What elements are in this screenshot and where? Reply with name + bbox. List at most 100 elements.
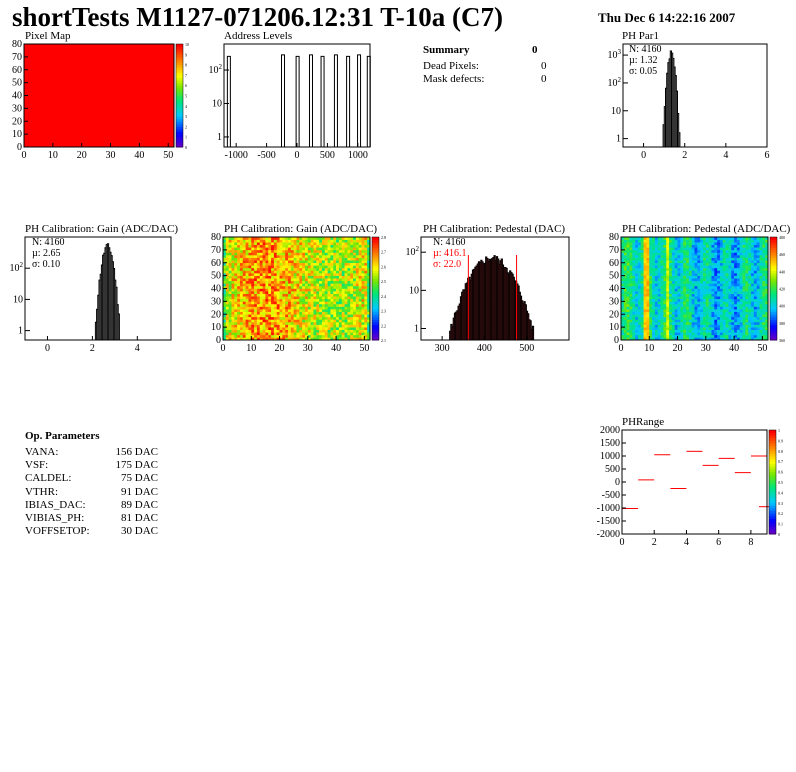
heatmap-cell bbox=[237, 291, 241, 294]
heatmap-cell bbox=[666, 329, 670, 333]
heatmap-cell bbox=[347, 255, 351, 258]
heatmap-cell bbox=[643, 255, 647, 258]
heatmap-cell bbox=[708, 301, 712, 305]
heatmap-cell bbox=[702, 244, 707, 248]
heatmap-cell bbox=[353, 309, 357, 312]
heatmap-cell bbox=[643, 334, 647, 338]
heatmap-cell bbox=[262, 255, 266, 258]
heatmap-cell bbox=[254, 332, 258, 336]
heatmap-cell bbox=[276, 283, 280, 287]
heatmap-cell bbox=[358, 301, 362, 305]
heatmap-cell bbox=[621, 237, 625, 240]
heatmap-cell bbox=[285, 288, 289, 292]
heatmap-cell bbox=[629, 242, 633, 246]
heatmap-cell bbox=[694, 280, 698, 284]
heatmap-cell bbox=[268, 324, 272, 328]
heatmap-cell bbox=[637, 262, 642, 266]
heatmap-cell bbox=[649, 270, 653, 274]
heatmap-cell bbox=[751, 327, 755, 330]
palette-label: 0.6 bbox=[778, 470, 783, 475]
heatmap-cell bbox=[666, 249, 670, 253]
heatmap-cell bbox=[700, 262, 704, 266]
heatmap-cell bbox=[688, 298, 692, 302]
palette-band bbox=[176, 44, 183, 48]
heatmap-cell bbox=[697, 283, 701, 287]
heatmap-cell bbox=[663, 249, 667, 253]
heatmap-cell bbox=[223, 316, 227, 320]
palette-band bbox=[770, 293, 777, 297]
heatmap-cell bbox=[753, 319, 757, 323]
heatmap-cell bbox=[652, 334, 656, 338]
heatmap-cell bbox=[621, 255, 625, 258]
heatmap-cell bbox=[728, 252, 732, 256]
heatmap-cell bbox=[745, 291, 749, 294]
heatmap-cell bbox=[728, 303, 732, 307]
heatmap-cell bbox=[336, 293, 340, 297]
heatmap-cell bbox=[728, 321, 732, 325]
heatmap-cell bbox=[660, 262, 664, 266]
heatmap-cell bbox=[745, 267, 749, 271]
heatmap-cell bbox=[254, 242, 258, 246]
heatmap-cell bbox=[640, 275, 644, 279]
heatmap-cell bbox=[621, 270, 625, 274]
heatmap-cell bbox=[223, 291, 227, 294]
heatmap-cell bbox=[353, 319, 357, 323]
heatmap-cell bbox=[316, 288, 320, 292]
heatmap-cell bbox=[739, 255, 743, 258]
heatmap-cell bbox=[234, 239, 238, 243]
heatmap-cell bbox=[635, 242, 639, 246]
heatmap-cell bbox=[288, 324, 292, 328]
heatmap-cell bbox=[652, 293, 656, 297]
palette-band bbox=[372, 249, 379, 253]
heatmap-cell bbox=[321, 239, 326, 243]
heatmap-cell bbox=[245, 334, 249, 338]
heatmap-cell bbox=[751, 257, 755, 261]
palette-band bbox=[770, 327, 777, 331]
palette-band bbox=[372, 306, 379, 310]
heatmap-cell bbox=[265, 329, 269, 333]
stat-n: N: 4160 bbox=[629, 44, 662, 55]
heatmap-cell bbox=[319, 296, 323, 300]
heatmap-cell bbox=[722, 242, 726, 246]
heatmap-cell bbox=[304, 291, 309, 294]
heatmap-cell bbox=[654, 334, 659, 338]
heatmap-cell bbox=[302, 332, 306, 336]
heatmap-cell bbox=[708, 275, 712, 279]
heatmap-cell bbox=[276, 291, 280, 294]
heatmap-cell bbox=[310, 291, 314, 294]
heatmap-cell bbox=[290, 260, 294, 264]
x-tick-label: 4 bbox=[723, 150, 728, 161]
heatmap-cell bbox=[705, 267, 709, 271]
heatmap-cell bbox=[728, 324, 732, 328]
heatmap-cell bbox=[649, 298, 653, 302]
heatmap-cell bbox=[677, 267, 681, 271]
heatmap-cell bbox=[231, 285, 235, 289]
heatmap-cell bbox=[234, 316, 238, 320]
heatmap-cell bbox=[336, 298, 340, 302]
heatmap-cell bbox=[259, 288, 263, 292]
heatmap-cell bbox=[279, 278, 283, 282]
heatmap-cell bbox=[700, 306, 704, 310]
heatmap-cell bbox=[256, 237, 261, 240]
heatmap-cell bbox=[256, 296, 261, 300]
heatmap-cell bbox=[700, 321, 704, 325]
heatmap-cell bbox=[350, 301, 354, 305]
heatmap-cell bbox=[285, 327, 289, 330]
heatmap-cell bbox=[307, 273, 311, 276]
heatmap-cell bbox=[321, 301, 326, 305]
heatmap-cell bbox=[364, 314, 368, 318]
heatmap-cell bbox=[293, 324, 297, 328]
heatmap-cell bbox=[285, 270, 289, 274]
heatmap-cell bbox=[632, 291, 636, 294]
heatmap-cell bbox=[708, 293, 712, 297]
heatmap-cell bbox=[714, 293, 718, 297]
heatmap-cell bbox=[660, 244, 664, 248]
heatmap-cell bbox=[753, 332, 757, 336]
heatmap-cell bbox=[697, 270, 701, 274]
heatmap-cell bbox=[669, 275, 673, 279]
heatmap-cell bbox=[239, 257, 244, 261]
heatmap-cell bbox=[367, 334, 371, 338]
heatmap-cell bbox=[722, 314, 726, 318]
heatmap-cell bbox=[691, 321, 695, 325]
heatmap-cell bbox=[759, 293, 763, 297]
